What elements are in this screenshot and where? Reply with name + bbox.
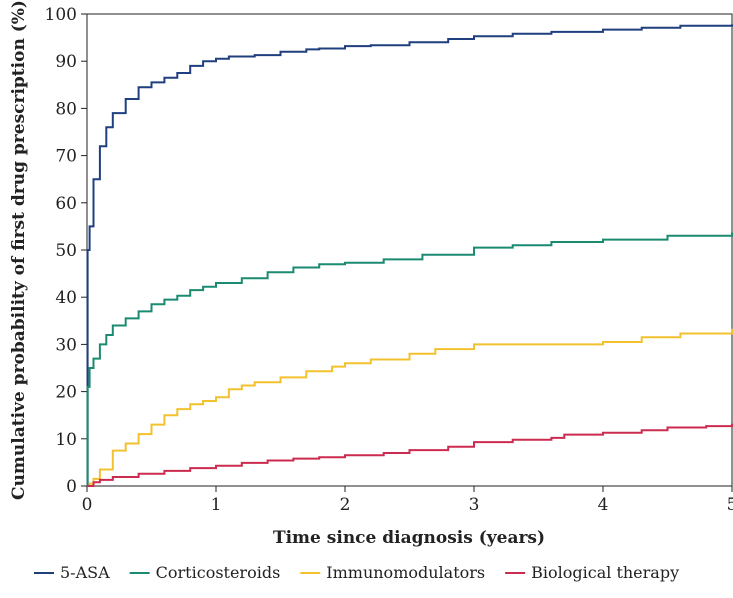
- series-line-5-asa: [86, 24, 733, 487]
- series-line-corticosteroids: [86, 232, 733, 487]
- x-tick-label-0: 0: [82, 495, 93, 515]
- y-tick-label-2: 20: [55, 383, 77, 403]
- x-tick-label-3: 3: [469, 495, 480, 515]
- y-tick-label-6: 60: [55, 194, 77, 214]
- x-tick-label-4: 4: [598, 495, 609, 515]
- y-tick-label-5: 50: [55, 241, 77, 261]
- y-tick-label-10: 100: [45, 5, 77, 25]
- y-tick-label-1: 10: [55, 430, 77, 450]
- y-tick-label-8: 80: [55, 99, 77, 119]
- y-tick-label-3: 30: [55, 335, 77, 355]
- series-line-immunomodulators: [87, 328, 733, 487]
- y-tick-label-7: 70: [55, 147, 77, 167]
- legend-label-biological-therapy: Biological therapy: [531, 563, 679, 582]
- series-line-biological-therapy: [87, 423, 733, 487]
- x-tick-label-5: 5: [727, 495, 733, 515]
- series-lines: [86, 24, 733, 487]
- y-axis-title: Cumulative probability of first drug pre…: [9, 0, 29, 500]
- legend-label-corticosteroids: Corticosteroids: [156, 563, 281, 582]
- y-tick-label-4: 40: [55, 288, 77, 308]
- legend-label-5-asa: 5-ASA: [60, 563, 110, 582]
- plot-area: [86, 13, 733, 487]
- x-axis-title: Time since diagnosis (years): [273, 528, 545, 548]
- legend: 5-ASA Corticosteroids Immunomodulators Biol…: [34, 563, 679, 582]
- x-tick-label-1: 1: [211, 495, 222, 515]
- legend-label-immunomodulators: Immunomodulators: [326, 563, 485, 582]
- y-tick-label-9: 90: [55, 52, 77, 72]
- x-tick-label-2: 2: [340, 495, 351, 515]
- y-tick-label-0: 0: [66, 477, 77, 497]
